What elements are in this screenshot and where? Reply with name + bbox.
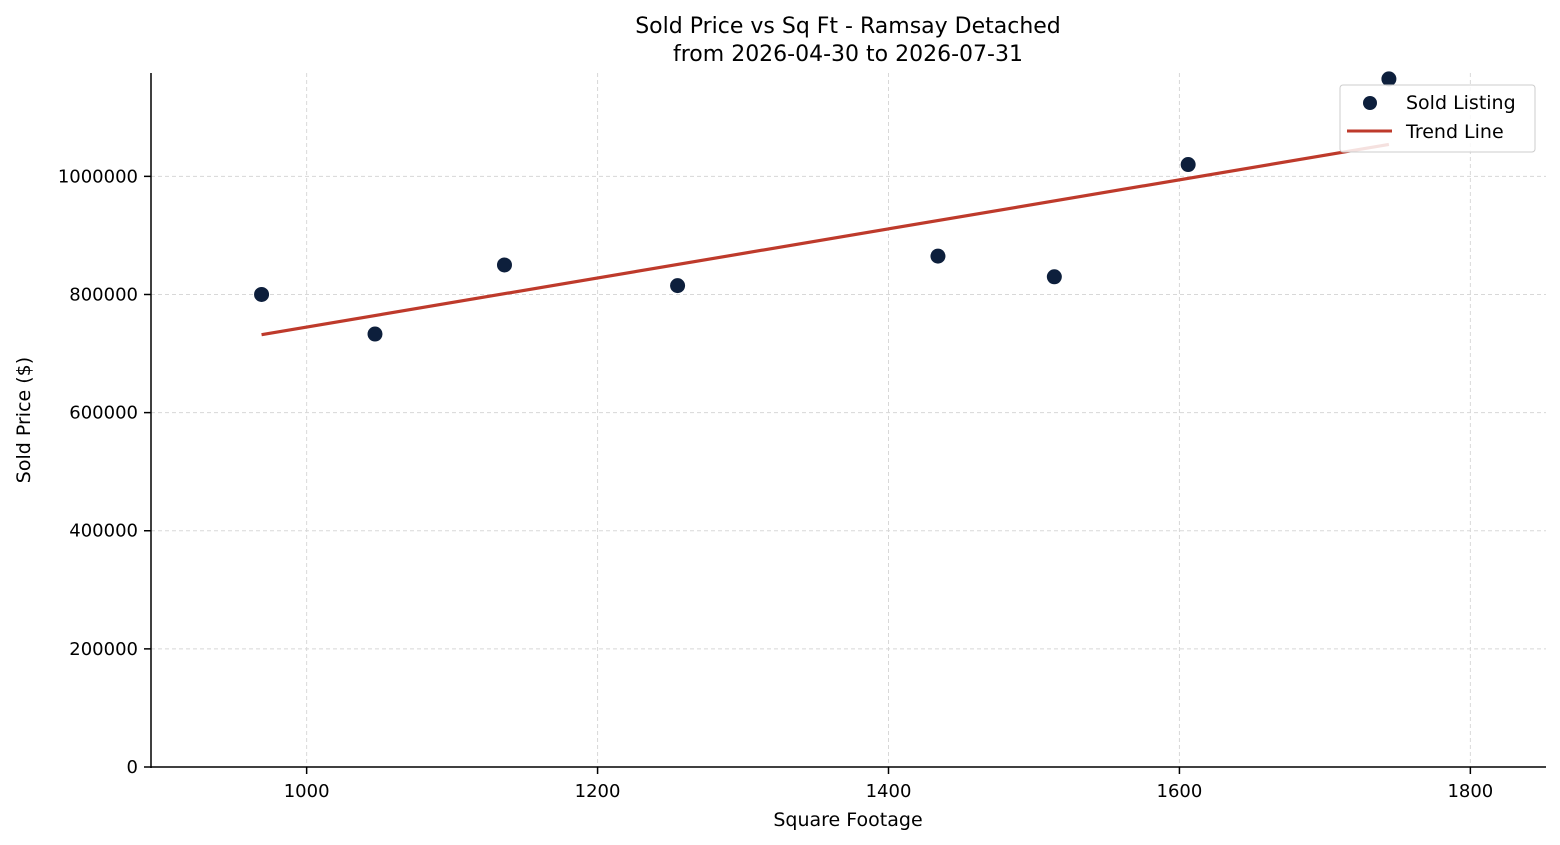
legend-label-trend-line: Trend Line (1405, 121, 1504, 143)
legend: Sold Listing Trend Line (1339, 84, 1536, 153)
data-point (496, 257, 512, 273)
data-point (930, 248, 946, 264)
trend-line (261, 142, 1390, 337)
data-point (670, 278, 686, 294)
y-axis-ticks: 0 200000 400000 600000 800000 1000000 (58, 166, 151, 778)
data-point (1046, 269, 1062, 285)
y-tick-label: 400000 (69, 521, 138, 542)
x-tick-label: 1400 (866, 781, 912, 802)
legend-scatter-marker (1363, 96, 1377, 110)
legend-box (1339, 84, 1536, 153)
grid (151, 73, 1546, 767)
x-tick-label: 1600 (1157, 781, 1203, 802)
x-tick-label: 1000 (284, 781, 330, 802)
chart-subtitle: from 2026-04-30 to 2026-07-31 (673, 42, 1023, 67)
x-tick-label: 1800 (1447, 781, 1493, 802)
y-tick-label: 0 (127, 757, 138, 778)
y-tick-label: 1000000 (58, 166, 138, 187)
x-tick-label: 1200 (575, 781, 621, 802)
x-axis-ticks: 1000 1200 1400 1600 1800 (284, 767, 1493, 802)
y-axis-label: Sold Price ($) (13, 357, 35, 483)
trend-line-layer (261, 142, 1390, 337)
y-tick-label: 800000 (69, 284, 138, 305)
y-tick-label: 200000 (69, 639, 138, 660)
chart-title: Sold Price vs Sq Ft - Ramsay Detached (635, 14, 1061, 39)
data-point (367, 326, 383, 342)
data-point (254, 286, 270, 302)
y-tick-label: 600000 (69, 403, 138, 424)
x-axis-label: Square Footage (773, 809, 922, 831)
data-points (254, 71, 1397, 342)
legend-label-sold-listing: Sold Listing (1406, 92, 1516, 114)
data-point (1180, 157, 1196, 173)
data-point (1381, 71, 1397, 87)
